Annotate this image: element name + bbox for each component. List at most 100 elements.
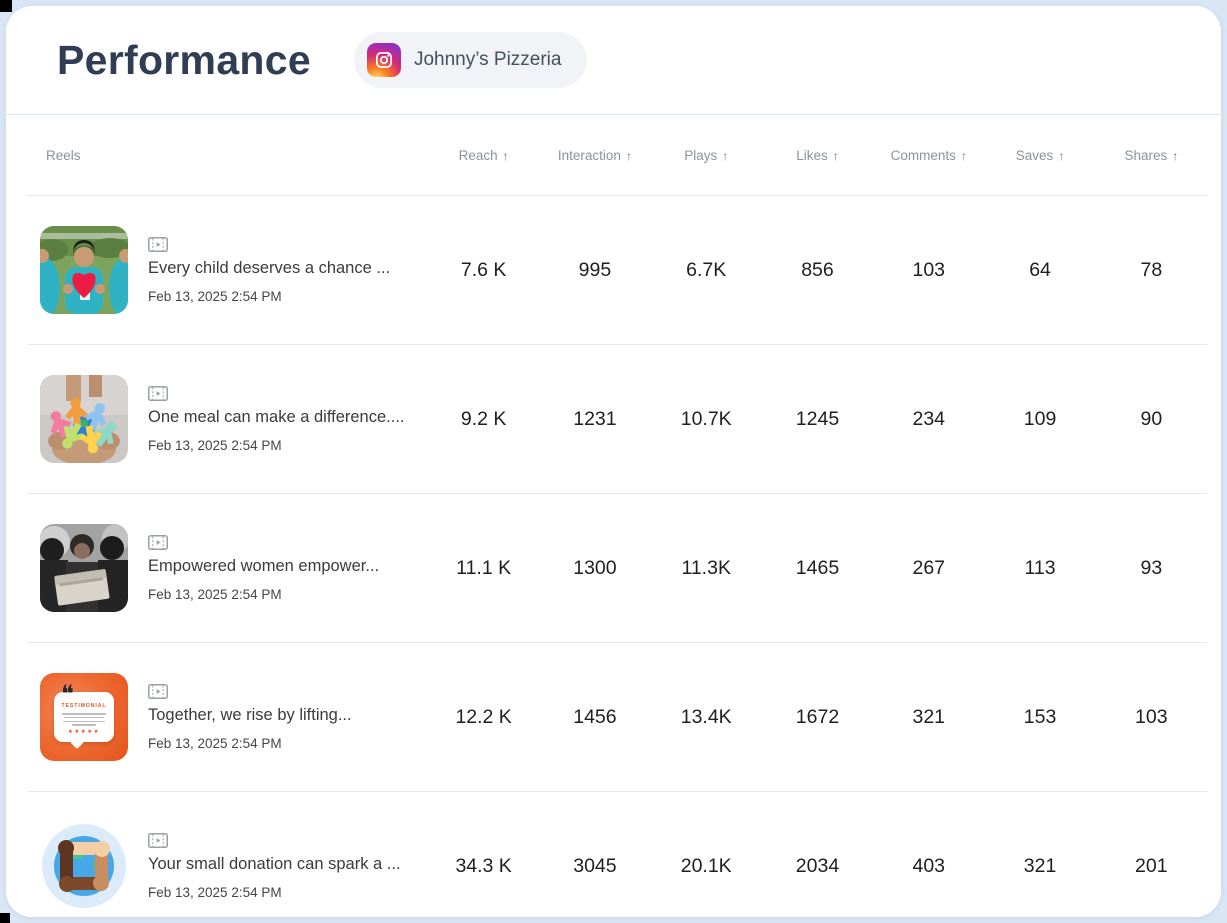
reel-date: Feb 13, 2025 2:54 PM	[148, 437, 282, 453]
saves-value: 113	[1024, 556, 1056, 579]
table-row[interactable]: One meal can make a difference.... Feb 1…	[28, 345, 1207, 494]
comments-value: 321	[912, 705, 946, 728]
saves-value: 321	[1023, 854, 1057, 877]
sort-asc-icon: ↑	[625, 148, 632, 163]
column-label: Saves	[1015, 147, 1054, 163]
likes-value: 1465	[795, 556, 840, 579]
reel-thumbnail-unity-globe[interactable]	[40, 822, 128, 910]
sort-asc-icon: ↑	[832, 148, 839, 163]
table-row[interactable]: ❝ TESTIMONIAL ★★★★★	[28, 643, 1207, 792]
account-name: Johnny’s Pizzeria	[413, 49, 562, 70]
reel-thumbnail-child-with-heart[interactable]	[40, 226, 128, 314]
comments-value: 103	[912, 258, 946, 281]
testimonial-bubble: ❝ TESTIMONIAL ★★★★★	[54, 683, 114, 742]
column-header-comments[interactable]: Comments ↑	[873, 148, 984, 163]
testimonial-text-line	[64, 716, 104, 719]
table-row[interactable]: Every child deserves a chance ... Feb 13…	[28, 196, 1207, 345]
reel-info: Empowered women empower... Feb 13, 2025 …	[148, 534, 380, 602]
likes-value: 1245	[795, 407, 840, 430]
plays-value: 13.4K	[680, 705, 732, 728]
video-reel-icon	[148, 534, 168, 550]
reel-cell: One meal can make a difference.... Feb 1…	[28, 375, 428, 463]
reel-thumbnail-paper-people-globe[interactable]	[40, 375, 128, 463]
interaction-value: 995	[578, 258, 612, 281]
plays-value: 6.7K	[686, 258, 727, 281]
column-header-reels: Reels	[46, 147, 81, 163]
reel-date: Feb 13, 2025 2:54 PM	[148, 288, 282, 304]
video-reel-icon	[148, 385, 168, 401]
saves-value: 109	[1023, 407, 1057, 430]
screen-corner-artifact	[0, 913, 10, 923]
reel-title[interactable]: Your small donation can spark a ...	[148, 854, 401, 873]
sort-asc-icon: ↑	[1172, 148, 1179, 163]
reel-title[interactable]: Every child deserves a chance ...	[148, 258, 391, 277]
plays-value: 10.7K	[680, 407, 732, 430]
video-reel-icon	[148, 236, 168, 252]
table-row[interactable]: Empowered women empower... Feb 13, 2025 …	[28, 494, 1207, 643]
saves-value: 153	[1023, 705, 1057, 728]
shares-value: 78	[1140, 258, 1163, 281]
video-reel-icon	[148, 683, 168, 699]
reel-title[interactable]: Together, we rise by lifting...	[148, 705, 352, 724]
interaction-value: 3045	[573, 854, 617, 877]
table-header-row: Reels Reach ↑ Interaction ↑ Plays ↑ Likes ↑ …	[28, 115, 1207, 196]
quote-icon: ❝	[61, 681, 74, 709]
sort-asc-icon: ↑	[722, 148, 729, 163]
column-label: Reach	[458, 147, 498, 163]
video-reel-icon	[148, 832, 168, 848]
reel-date: Feb 13, 2025 2:54 PM	[148, 884, 282, 900]
reel-title[interactable]: Empowered women empower...	[148, 556, 380, 575]
interaction-value: 1456	[573, 705, 617, 728]
star-rating-icon: ★★★★★	[67, 728, 101, 735]
reel-title[interactable]: One meal can make a difference....	[148, 407, 405, 426]
testimonial-text-line	[72, 724, 96, 726]
reach-value: 7.6 K	[460, 258, 507, 281]
saves-value: 64	[1029, 258, 1051, 281]
account-badge[interactable]: Johnny’s Pizzeria	[353, 32, 588, 88]
column-label: Interaction	[557, 147, 621, 163]
plays-value: 11.3K	[681, 556, 731, 579]
column-header-interaction[interactable]: Interaction ↑	[539, 148, 650, 163]
reel-date: Feb 13, 2025 2:54 PM	[148, 735, 282, 751]
comments-value: 403	[912, 854, 946, 877]
column-label: Shares	[1124, 147, 1168, 163]
reel-cell: Every child deserves a chance ... Feb 13…	[28, 226, 428, 314]
reel-info: One meal can make a difference.... Feb 1…	[148, 385, 405, 453]
panel-header: Performance Johnny’s Pizzeria	[6, 6, 1221, 115]
column-header-reach[interactable]: Reach ↑	[428, 148, 539, 163]
reel-thumbnail-testimonial[interactable]: ❝ TESTIMONIAL ★★★★★	[40, 673, 128, 761]
likes-value: 856	[801, 258, 834, 281]
column-label: Plays	[684, 147, 718, 163]
column-label: Comments	[890, 147, 956, 163]
sort-asc-icon: ↑	[502, 148, 509, 163]
reel-thumbnail-bw-children[interactable]	[40, 524, 128, 612]
reach-value: 12.2 K	[455, 705, 512, 728]
instagram-icon	[366, 43, 401, 77]
reach-value: 11.1 K	[456, 556, 512, 579]
comments-value: 234	[912, 407, 946, 430]
reach-value: 34.3 K	[455, 854, 512, 877]
sort-asc-icon: ↑	[1058, 148, 1065, 163]
column-header-shares[interactable]: Shares ↑	[1096, 148, 1207, 163]
shares-value: 103	[1135, 705, 1168, 728]
reel-date: Feb 13, 2025 2:54 PM	[148, 586, 282, 602]
reel-info: Together, we rise by lifting... Feb 13, …	[148, 683, 352, 751]
likes-value: 2034	[795, 854, 840, 877]
plays-value: 20.1K	[680, 854, 732, 877]
shares-value: 90	[1140, 407, 1163, 430]
table-row[interactable]: Your small donation can spark a ... Feb …	[28, 792, 1207, 917]
screen-corner-artifact	[0, 0, 12, 12]
testimonial-text-line	[62, 713, 106, 715]
reel-cell: Empowered women empower... Feb 13, 2025 …	[28, 524, 428, 612]
column-header-likes[interactable]: Likes ↑	[762, 148, 873, 163]
reel-info: Your small donation can spark a ... Feb …	[148, 832, 401, 900]
column-header-plays[interactable]: Plays ↑	[651, 148, 762, 163]
sort-asc-icon: ↑	[960, 148, 967, 163]
reel-cell: ❝ TESTIMONIAL ★★★★★	[28, 673, 428, 761]
reel-info: Every child deserves a chance ... Feb 13…	[148, 236, 391, 304]
column-header-saves[interactable]: Saves ↑	[984, 148, 1095, 163]
column-label: Likes	[796, 147, 828, 163]
comments-value: 267	[912, 556, 946, 579]
reel-cell: Your small donation can spark a ... Feb …	[28, 822, 428, 910]
